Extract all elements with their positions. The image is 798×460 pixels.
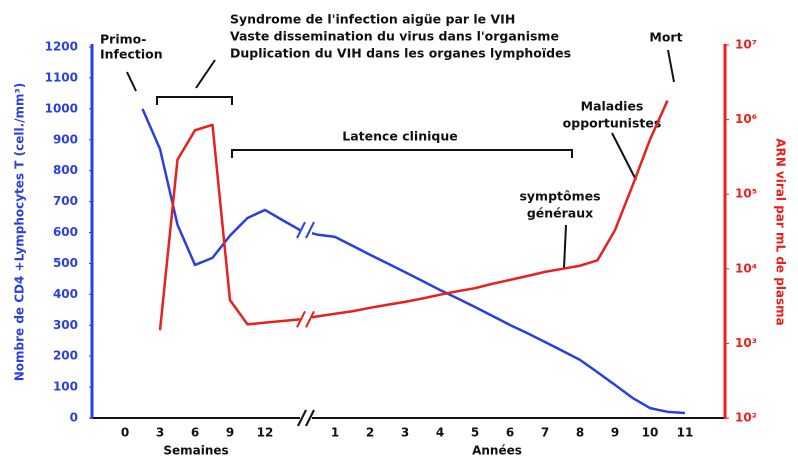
x-tick-label: 2 (366, 426, 374, 440)
annotation: Infection (100, 47, 163, 62)
leader (563, 224, 567, 269)
x-tick-label: 11 (677, 426, 694, 440)
axis-break (297, 409, 307, 427)
annotation: symptômes (519, 189, 600, 204)
x-tick-label: 6 (191, 426, 199, 440)
y-axis-label: Nombre de CD4 +Lymphocytes T (cell./mm³) (13, 83, 27, 382)
x-tick-label: 1 (331, 426, 339, 440)
y2-axis-label: ARN viral par mL de plasma (774, 138, 788, 326)
y-tick-label: 700 (53, 194, 78, 208)
x-tick-label: 12 (257, 426, 274, 440)
y-tick-label: 1200 (45, 40, 78, 54)
annotation: Primo- (100, 32, 146, 47)
line-break (305, 221, 315, 239)
y2-tick-label: 10⁶ (735, 112, 757, 126)
y-tick-label: 300 (53, 318, 78, 332)
x-tick-label: 0 (121, 426, 129, 440)
title: Vaste dissemination du virus dans l'orga… (230, 29, 559, 44)
y2-tick-label: 10⁴ (735, 261, 757, 275)
y-tick-label: 900 (53, 132, 78, 146)
leader (667, 49, 675, 83)
y-tick-label: 0 (70, 411, 78, 425)
y-tick-label: 400 (53, 287, 78, 301)
line-break (296, 221, 306, 239)
y-tick-label: 1000 (45, 101, 78, 115)
y2-tick-label: 10³ (735, 336, 757, 350)
leader (611, 132, 637, 181)
x-tick-label: 5 (471, 426, 479, 440)
bracket (156, 96, 233, 105)
series-line (158, 100, 669, 331)
line-break (305, 310, 315, 328)
y-tick-label: 500 (53, 256, 78, 270)
x-tick-label: 7 (541, 426, 549, 440)
title: Duplication du VIH dans les organes lymp… (230, 46, 571, 61)
y-tick-label: 100 (53, 380, 78, 394)
leader (126, 71, 137, 92)
y2-tick-label: 10² (735, 411, 757, 425)
y2-tick-label: 10⁷ (735, 38, 757, 52)
y-tick-label: 200 (53, 349, 78, 363)
y-tick-label: 1100 (45, 70, 78, 84)
x-tick-label: 3 (401, 426, 409, 440)
annotation: Mort (649, 30, 682, 45)
x-tick-label: 4 (436, 426, 444, 440)
title: Syndrome de l'infection aigüe par le VIH (230, 12, 515, 27)
y-tick-label: 800 (53, 163, 78, 177)
x-tick-label: 9 (226, 426, 234, 440)
x-tick-label: 3 (156, 426, 164, 440)
series-line (141, 108, 686, 415)
layout (93, 49, 725, 427)
axis-break (305, 409, 315, 427)
x-group-label: Années (472, 444, 522, 458)
y2-tick-label: 10⁵ (735, 187, 757, 201)
x-tick-label: 10 (642, 426, 659, 440)
x-group-label: Semaines (163, 444, 228, 458)
annotation: généraux (527, 206, 593, 221)
x-tick-label: 6 (506, 426, 514, 440)
leader (195, 59, 216, 89)
x-tick-label: 8 (576, 426, 584, 440)
annotation: Maladies (581, 99, 644, 114)
line-break (296, 310, 306, 328)
annotation: Latence clinique (342, 129, 457, 144)
y-tick-label: 600 (53, 225, 78, 239)
annotation: opportunistes (563, 116, 662, 131)
x-tick-label: 9 (611, 426, 619, 440)
bracket (231, 149, 573, 158)
